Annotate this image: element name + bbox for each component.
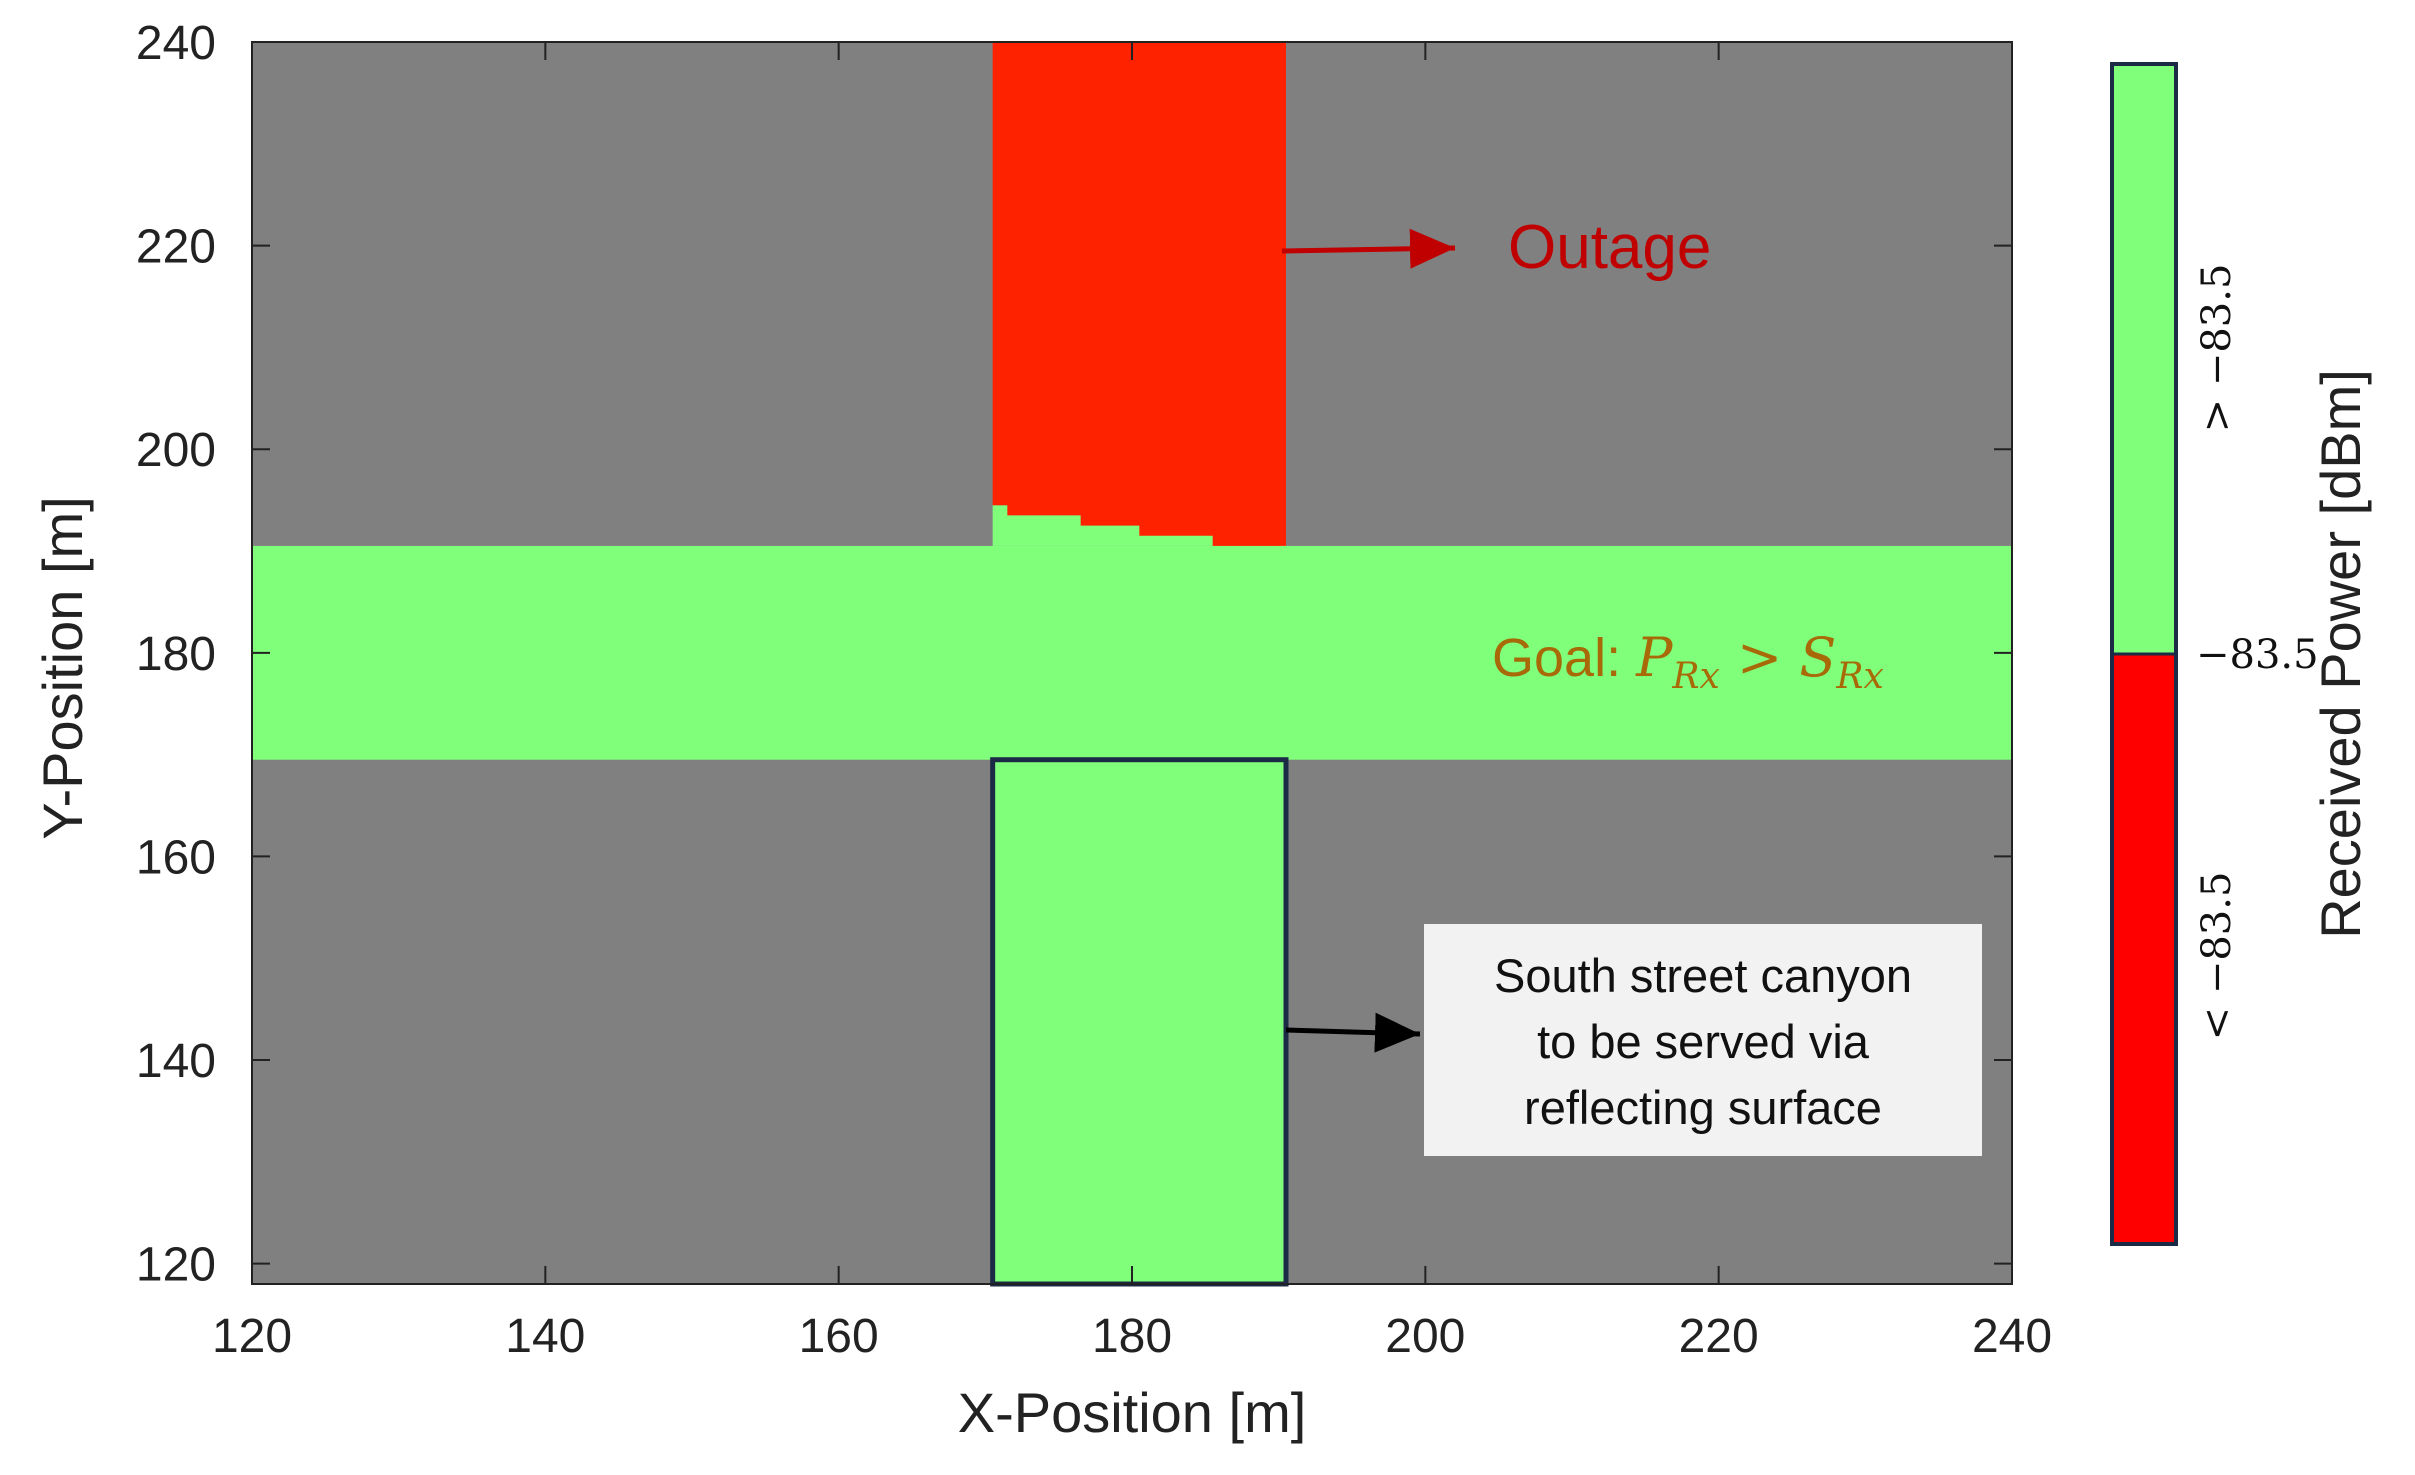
x-axis-label: X-Position [m] [958, 1381, 1307, 1444]
y-tick-label: 120 [136, 1239, 216, 1292]
y-tick-label: 140 [136, 1035, 216, 1088]
outage-region [992, 42, 1286, 546]
y-axis-label: Y-Position [m] [31, 496, 94, 839]
colorbar-threshold-label: −83.5 [2196, 632, 2319, 678]
goal-annotation: Goal: PRx > SRx [1492, 626, 1884, 697]
plot-area [251, 41, 2013, 1287]
goal-p: P [1635, 626, 1674, 689]
x-tick-label: 120 [212, 1310, 292, 1363]
goal-prefix: Goal: [1492, 628, 1636, 688]
colorbar-title: Received Power [dBm] [2309, 369, 2372, 939]
south-canyon-arrow [1285, 1012, 1421, 1053]
x-tick-label: 220 [1679, 1310, 1759, 1363]
y-tick-label: 160 [136, 831, 216, 884]
y-tick-label: 220 [136, 221, 216, 274]
x-tick-label: 140 [505, 1310, 585, 1363]
outage-arrow [1281, 228, 1456, 269]
colorbar-label-covered: > −83.5 [2194, 264, 2240, 433]
south-canyon-callout-box [1424, 924, 1982, 1156]
x-tick-label: 160 [799, 1310, 879, 1363]
callout-line-2: to be served via [1537, 1015, 1870, 1068]
y-tick-label: 240 [136, 17, 216, 70]
goal-s-sub: Rx [1835, 656, 1883, 697]
y-tick-label: 180 [136, 628, 216, 681]
x-tick-label: 240 [1972, 1310, 2052, 1363]
colorbar-label-outage: < −83.5 [2194, 872, 2240, 1041]
south-street-canyon [990, 757, 1289, 1287]
outage-annotation: Outage [1508, 213, 1711, 282]
x-axis: 120 140 160 180 200 220 240 [212, 42, 2052, 1363]
covered-street-east-west [252, 545, 2012, 760]
colorbar: > −83.5 < −83.5 −83.5 Received Power [dB… [2110, 62, 2372, 1246]
callout-line-3: reflecting surface [1524, 1081, 1882, 1134]
callout-line-1: South street canyon [1494, 949, 1912, 1002]
y-axis: 120 140 160 180 200 220 240 [136, 17, 2012, 1292]
goal-p-sub: Rx [1671, 656, 1719, 697]
goal-op: > [1720, 626, 1800, 689]
y-tick-label: 200 [136, 424, 216, 477]
goal-s: S [1799, 626, 1836, 689]
x-tick-label: 200 [1385, 1310, 1465, 1363]
colorbar-covered-swatch [2112, 64, 2176, 654]
colorbar-outage-swatch [2112, 654, 2176, 1244]
x-tick-label: 180 [1092, 1310, 1172, 1363]
